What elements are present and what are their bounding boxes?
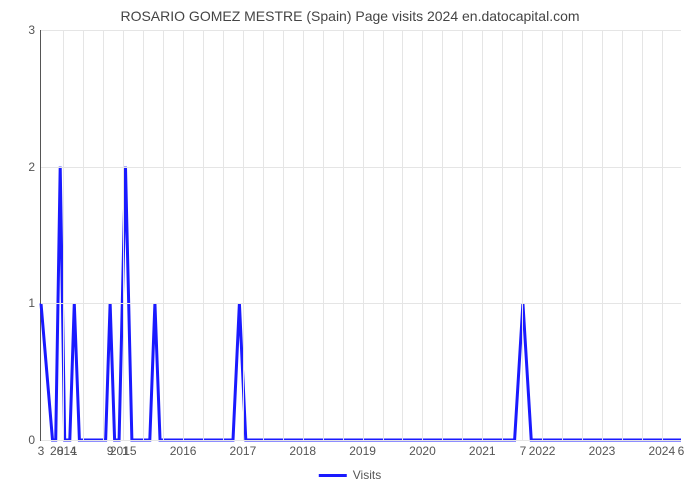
gridline-v-minor: [343, 30, 344, 440]
chart-container: ROSARIO GOMEZ MESTRE (Spain) Page visits…: [0, 0, 700, 500]
gridline-h: [41, 303, 681, 304]
legend-label: Visits: [353, 468, 381, 482]
y-tick-label: 1: [28, 296, 41, 310]
point-value-label: 9: [107, 440, 114, 458]
x-tick-label: 2020: [409, 440, 436, 458]
point-value-label: 1: [71, 440, 78, 458]
x-tick-label: 2016: [170, 440, 197, 458]
chart-title: ROSARIO GOMEZ MESTRE (Spain) Page visits…: [0, 0, 700, 24]
gridline-v-minor: [442, 30, 443, 440]
gridline-h: [41, 167, 681, 168]
point-value-label: 6: [678, 440, 685, 458]
gridline-v-minor: [163, 30, 164, 440]
x-tick-label: 2021: [469, 440, 496, 458]
gridline-v-minor: [283, 30, 284, 440]
legend-swatch: [319, 474, 347, 477]
gridline-v: [542, 30, 543, 440]
gridline-v-minor: [502, 30, 503, 440]
y-tick-label: 2: [28, 160, 41, 174]
gridline-v-minor: [263, 30, 264, 440]
legend: Visits: [319, 468, 381, 482]
gridline-v: [602, 30, 603, 440]
gridline-v-minor: [103, 30, 104, 440]
gridline-v-minor: [522, 30, 523, 440]
gridline-v: [183, 30, 184, 440]
point-value-label: 1: [122, 440, 129, 458]
x-tick-label: 2022: [529, 440, 556, 458]
x-tick-label: 2019: [349, 440, 376, 458]
gridline-v: [243, 30, 244, 440]
x-tick-label: 2017: [230, 440, 257, 458]
gridline-v-minor: [223, 30, 224, 440]
gridline-v-minor: [203, 30, 204, 440]
x-tick-label: 2018: [289, 440, 316, 458]
gridline-v-minor: [383, 30, 384, 440]
gridline-v: [123, 30, 124, 440]
point-value-label: 7: [520, 440, 527, 458]
gridline-v: [482, 30, 483, 440]
gridline-v: [63, 30, 64, 440]
gridline-v-minor: [582, 30, 583, 440]
gridline-v: [363, 30, 364, 440]
gridline-v-minor: [462, 30, 463, 440]
gridline-v-minor: [323, 30, 324, 440]
gridline-v-minor: [143, 30, 144, 440]
gridline-v-minor: [83, 30, 84, 440]
gridline-h: [41, 30, 681, 31]
gridline-v: [662, 30, 663, 440]
x-tick-label: 2024: [648, 440, 675, 458]
gridline-v: [422, 30, 423, 440]
x-tick-label: 2023: [589, 440, 616, 458]
point-value-label: 3: [38, 440, 45, 458]
gridline-v-minor: [562, 30, 563, 440]
gridline-v-minor: [402, 30, 403, 440]
y-tick-label: 3: [28, 23, 41, 37]
line-series: [41, 30, 681, 440]
gridline-v: [303, 30, 304, 440]
point-value-label: 8: [57, 440, 64, 458]
plot-area: 0123201420152016201720182019202020212022…: [40, 30, 681, 441]
gridline-v-minor: [642, 30, 643, 440]
gridline-v-minor: [622, 30, 623, 440]
